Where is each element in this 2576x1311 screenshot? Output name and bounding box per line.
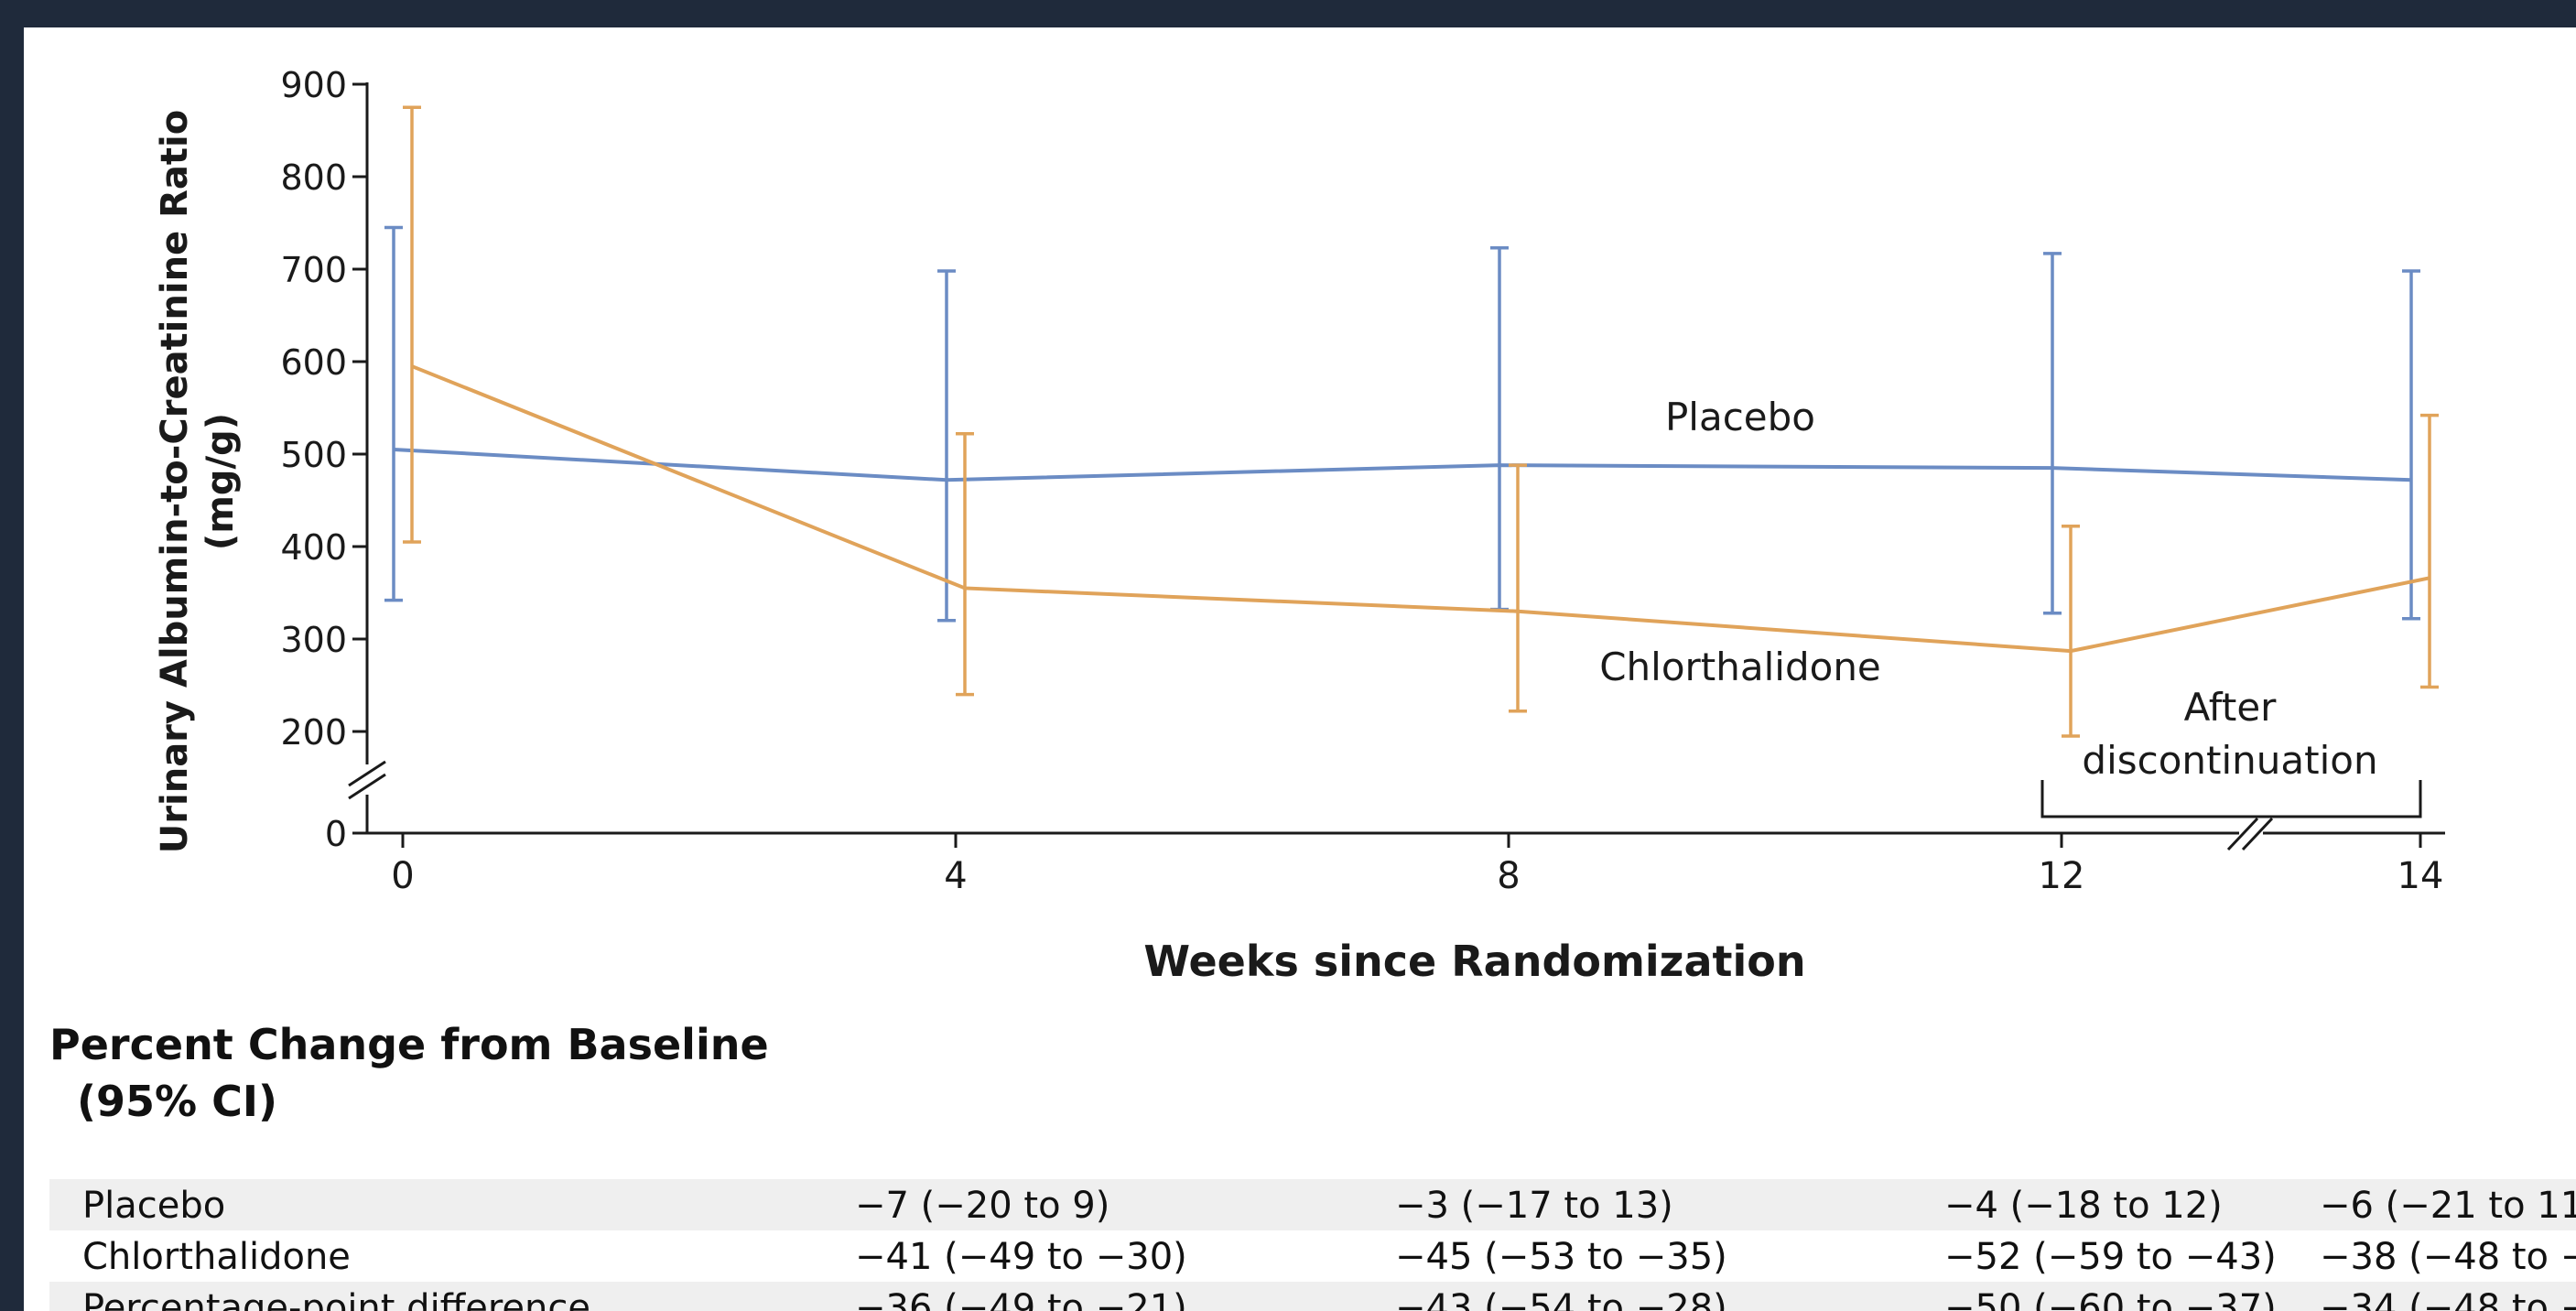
data-point (393, 449, 395, 450)
series-line (393, 447, 2412, 482)
y-tick-label: 0 (325, 814, 347, 854)
data-point (411, 365, 413, 367)
data-point (2070, 650, 2072, 652)
figure-panel: 0 200 300 400 500 600 700 800 900 0 4 8 12 14 Urinar… (24, 27, 2576, 1311)
y-tick-label: 200 (280, 712, 347, 753)
cell-week-14: −6 (−21 to 11) (2320, 1185, 2576, 1227)
y-tick-label: 900 (280, 65, 347, 105)
table-heading-title: Percent Change from Baseline (49, 1020, 769, 1069)
y-axis-label: Urinary Albumin-to-Creatinine Ratio (154, 110, 196, 853)
data-point (1517, 611, 1519, 612)
x-axis-break-mark (2226, 817, 2259, 851)
cell-week-14: −38 (−48 to −26) (2320, 1236, 2576, 1278)
x-axis: 0 4 8 12 14 (367, 817, 2445, 897)
data-point (1499, 464, 1500, 466)
y-axis: 0 200 300 400 500 600 700 800 900 (280, 65, 386, 854)
x-axis-break-mark (2241, 817, 2274, 851)
x-tick-label: 12 (2039, 855, 2085, 897)
data-point (2410, 479, 2412, 481)
cell-week-8: −43 (−54 to −28) (1395, 1287, 1727, 1311)
cell-week-8: −3 (−17 to 13) (1395, 1185, 1673, 1227)
cell-week-4: −7 (−20 to 9) (855, 1185, 1110, 1227)
x-tick-label: 0 (391, 855, 414, 897)
table-row-placebo: Placebo −7 (−20 to 9) −3 (−17 to 13) −4 … (49, 1179, 2576, 1230)
after-discontinuation-label-line1: After (2184, 685, 2278, 730)
y-axis-unit: (mg/g) (200, 413, 242, 550)
cell-week-4: −36 (−49 to −21) (855, 1287, 1187, 1311)
after-discontinuation-bracket (2040, 780, 2422, 818)
data-point (964, 587, 966, 589)
x-tick-label: 8 (1497, 855, 1520, 897)
y-tick-label: 800 (280, 157, 347, 198)
y-tick-label: 700 (280, 250, 347, 290)
series-placebo (384, 225, 2420, 623)
y-axis-break-mark (348, 760, 386, 787)
table-row-chlorthalidone: Chlorthalidone −41 (−49 to −30) −45 (−53… (49, 1230, 2576, 1282)
y-tick-label: 400 (280, 527, 347, 568)
series-line (411, 364, 2430, 654)
after-discontinuation-label-line2: discontinuation (2082, 738, 2377, 783)
x-tick-label: 14 (2397, 855, 2444, 897)
row-label: Percentage-point difference (82, 1287, 590, 1311)
x-axis-label: Weeks since Randomization (1143, 937, 1805, 986)
row-label: Chlorthalidone (82, 1236, 351, 1278)
cell-week-8: −45 (−53 to −35) (1395, 1236, 1727, 1278)
series-layer (384, 105, 2439, 738)
table-row-difference: Percentage-point difference −36 (−49 to … (49, 1282, 2576, 1311)
cell-week-4: −41 (−49 to −30) (855, 1236, 1187, 1278)
series-label-placebo: Placebo (1665, 395, 1815, 439)
series-label-chlorthalidone: Chlorthalidone (1599, 645, 1881, 689)
line-chart: 0 200 300 400 500 600 700 800 900 0 4 8 12 14 Urinar… (154, 65, 2445, 986)
cell-week-12: −52 (−59 to −43) (1944, 1236, 2277, 1278)
y-axis-break-mark (348, 773, 386, 800)
cell-week-14: −34 (−48 to −16) (2320, 1287, 2576, 1311)
data-point (2051, 467, 2053, 469)
y-tick-label: 500 (280, 435, 347, 475)
cell-week-12: −50 (−60 to −37) (1944, 1287, 2277, 1311)
x-tick-label: 4 (944, 855, 967, 897)
cell-week-12: −4 (−18 to 12) (1944, 1185, 2223, 1227)
row-label: Placebo (82, 1185, 226, 1227)
table-heading: Percent Change from Baseline (95% CI) (49, 1016, 769, 1130)
y-tick-label: 300 (280, 620, 347, 660)
table-heading-subtitle: (95% CI) (77, 1077, 278, 1126)
y-tick-label: 600 (280, 342, 347, 383)
series-chlorthalidone (403, 105, 2439, 738)
